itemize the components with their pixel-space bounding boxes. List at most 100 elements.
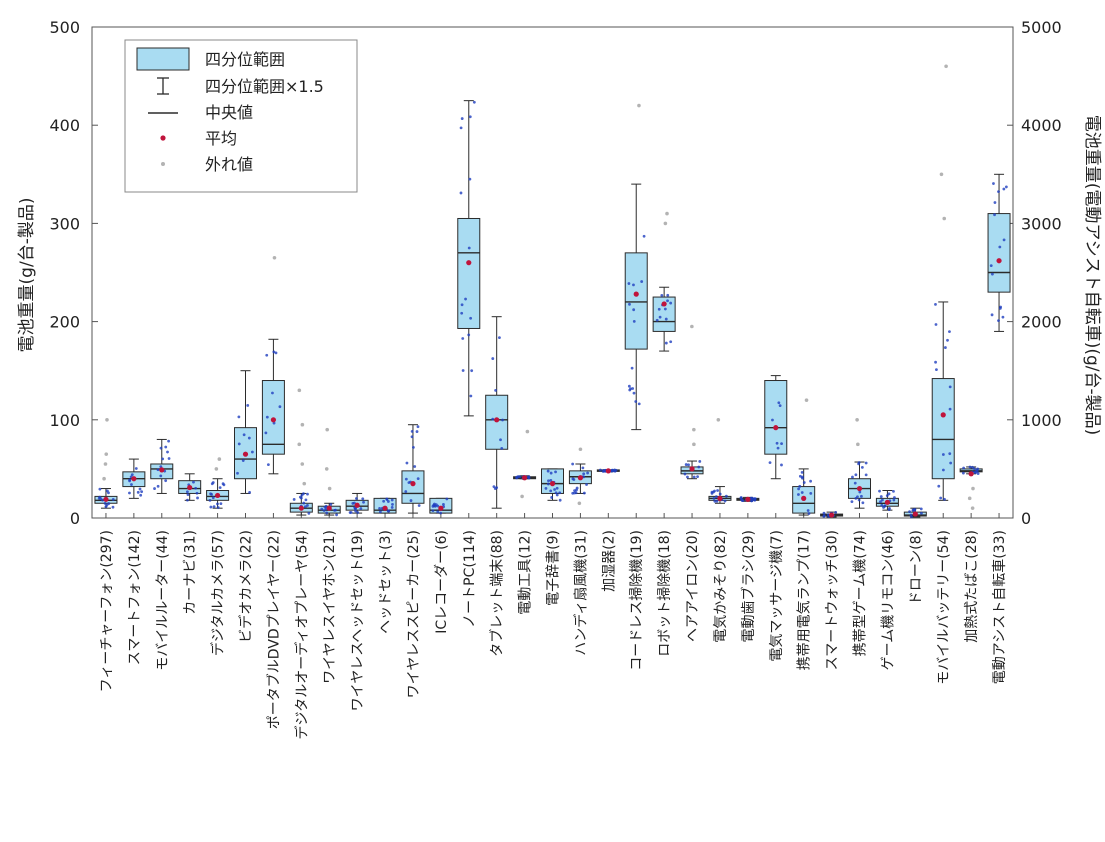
data-point — [467, 246, 471, 250]
y-tick-label: 500 — [49, 18, 80, 37]
box-32 — [959, 465, 983, 510]
data-point — [714, 495, 718, 499]
box-17 — [541, 468, 564, 502]
outlier-point — [665, 211, 669, 216]
mean-point — [773, 425, 779, 431]
data-point — [272, 350, 276, 354]
data-point — [499, 438, 502, 442]
data-point — [686, 475, 689, 479]
data-point — [949, 461, 953, 465]
data-point — [128, 478, 132, 482]
x-tick-label: デジタルカメラ(57) — [210, 530, 227, 656]
box-6 — [234, 370, 257, 494]
data-point — [417, 504, 421, 507]
outlier-point — [297, 442, 302, 447]
data-point — [246, 404, 250, 407]
data-point — [880, 503, 884, 507]
box-24 — [736, 496, 760, 503]
data-point — [864, 461, 868, 465]
data-point — [390, 506, 394, 509]
mean-point — [410, 481, 416, 487]
data-point — [713, 499, 717, 503]
data-point — [857, 461, 861, 464]
legend: 四分位範囲 四分位範囲×1.5 中央値 平均 外れ値 — [124, 39, 358, 193]
x-tick-label: モバイルルーター(44) — [155, 530, 171, 671]
data-point — [778, 404, 782, 408]
data-point — [161, 457, 165, 461]
y2-tick-label: 2000 — [1021, 313, 1062, 332]
data-point — [697, 465, 701, 469]
data-point — [948, 385, 952, 389]
data-point — [468, 115, 472, 119]
data-point — [361, 497, 365, 501]
y2-tick-label: 5000 — [1021, 18, 1062, 37]
data-point — [302, 492, 305, 496]
data-point — [546, 469, 550, 473]
data-point — [431, 504, 435, 508]
data-point — [460, 311, 464, 315]
data-point — [797, 487, 801, 491]
data-point — [892, 498, 896, 502]
x-tick-label: タブレット端末(88) — [489, 530, 506, 657]
data-point — [385, 497, 389, 501]
box-25 — [764, 375, 788, 480]
data-point — [798, 484, 802, 488]
x-tick-label: 加湿器(2) — [601, 530, 617, 592]
data-point — [935, 368, 938, 372]
x-tick-label: ヘアアイロン(20) — [685, 530, 701, 642]
legend-whisker-label: 四分位範囲×1.5 — [205, 77, 324, 96]
data-point — [797, 493, 800, 496]
data-point — [159, 474, 163, 478]
box-29 — [875, 489, 899, 511]
data-point — [555, 486, 559, 490]
data-point — [861, 501, 865, 505]
outlier-point — [102, 476, 106, 481]
data-point — [632, 391, 636, 395]
data-point — [209, 492, 213, 496]
data-point — [492, 485, 496, 489]
data-point — [216, 502, 219, 506]
data-point — [192, 480, 195, 484]
data-point — [910, 515, 913, 519]
data-point — [139, 493, 143, 497]
data-point — [322, 509, 326, 512]
legend-outlier-label: 外れ値 — [205, 155, 253, 174]
data-point — [854, 496, 858, 500]
data-point — [241, 459, 245, 462]
data-point — [382, 499, 386, 503]
data-point — [335, 513, 338, 517]
data-point — [669, 301, 673, 305]
outlier-point — [971, 486, 975, 491]
data-point — [354, 509, 358, 513]
data-point — [292, 498, 296, 501]
data-point — [98, 487, 102, 491]
mean-point — [577, 475, 584, 481]
mean-point — [521, 475, 528, 481]
data-point — [882, 506, 885, 509]
data-point — [753, 497, 757, 501]
data-point — [194, 486, 198, 490]
data-point — [128, 491, 131, 495]
box-31 — [931, 64, 955, 501]
data-point — [712, 496, 716, 500]
data-point — [582, 475, 586, 479]
data-point — [501, 418, 504, 422]
outlier-point — [272, 255, 277, 260]
mean-point — [103, 496, 109, 502]
data-point — [264, 431, 268, 435]
data-point — [265, 415, 269, 419]
data-point — [968, 465, 972, 469]
x-tick-label: 電動アシスト自転車(33) — [991, 530, 1008, 684]
data-point — [404, 490, 408, 493]
data-point — [329, 502, 333, 506]
data-point — [460, 117, 464, 120]
data-point — [919, 507, 923, 511]
data-point — [640, 280, 644, 283]
mean-point — [605, 468, 611, 474]
data-point — [431, 509, 435, 513]
x-tick-label: ノートPC(114) — [462, 530, 478, 628]
data-point — [860, 465, 864, 469]
mean-point — [187, 484, 193, 491]
box-5 — [206, 457, 230, 509]
data-point — [696, 475, 699, 479]
